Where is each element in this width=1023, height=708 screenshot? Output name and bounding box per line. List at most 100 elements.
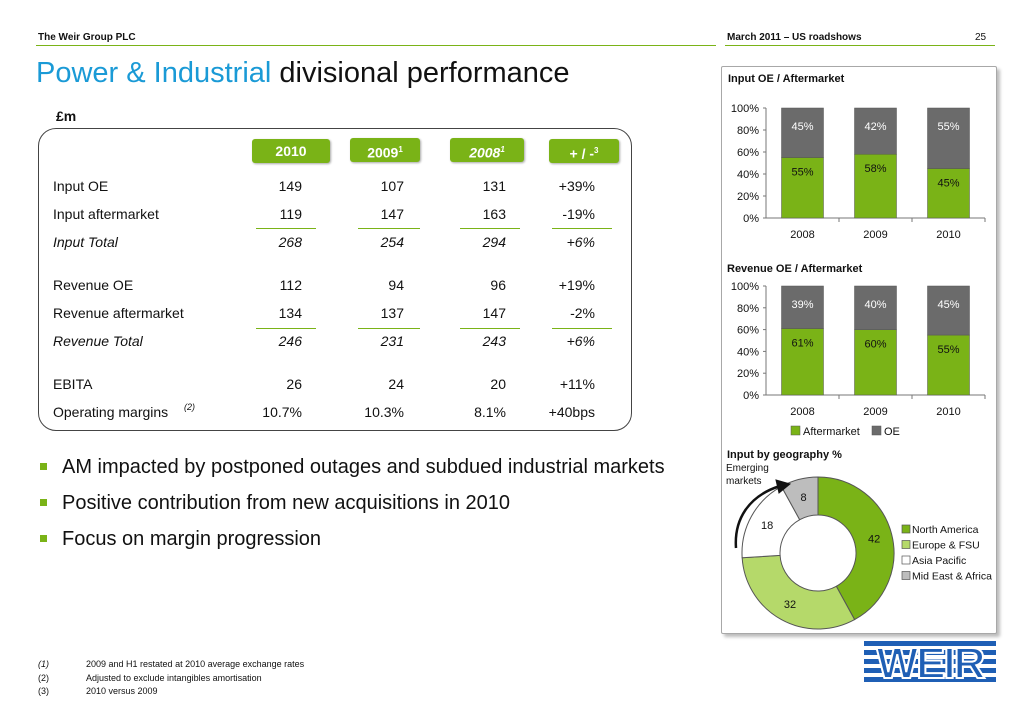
x-tick-label: 2009	[863, 406, 887, 418]
y-tick-label: 0%	[743, 213, 759, 225]
x-tick-label: 2008	[790, 406, 814, 418]
bullet-item: AM impacted by postponed outages and sub…	[40, 453, 710, 481]
y-tick-label: 100%	[731, 281, 759, 293]
value-change: -2%	[570, 305, 595, 321]
bar-data-label: 55%	[937, 344, 959, 356]
y-tick-label: 60%	[737, 147, 759, 159]
value-2009: 107	[380, 178, 404, 194]
legend-label: Europe & FSU	[912, 540, 980, 552]
row-label: Revenue OE	[53, 277, 134, 293]
chart-title-input: Input OE / Aftermarket	[728, 73, 845, 85]
bar-aftermarket	[854, 329, 897, 396]
chart-title-revenue: Revenue OE / Aftermarket	[727, 263, 863, 275]
value-change: +39%	[558, 178, 595, 194]
y-tick-label: 40%	[737, 169, 759, 181]
value-2008: 131	[482, 178, 506, 194]
company-name: The Weir Group PLC	[38, 32, 136, 43]
title-rest: divisional performance	[279, 57, 570, 89]
x-tick-label: 2008	[790, 229, 814, 241]
legend-label: North America	[912, 524, 979, 536]
bar-data-label: 42%	[864, 121, 886, 133]
weir-logo: WEIR	[864, 641, 996, 683]
legend-label-aftermarket: Aftermarket	[803, 426, 860, 438]
annotation-line-2: markets	[726, 476, 762, 487]
header-divider-left	[36, 45, 716, 46]
slide-title: Power & Industrial divisional performanc…	[36, 57, 570, 90]
donut-slice-europe-fsu	[741, 554, 856, 630]
bar-data-label: 39%	[791, 299, 813, 311]
subtotal-underline	[460, 228, 520, 229]
bar-oe	[854, 285, 897, 330]
column-header-2009: 20091	[350, 138, 420, 162]
value-2008: 147	[482, 305, 506, 321]
value-2008: 20	[490, 376, 506, 392]
value-2010: 26	[286, 376, 302, 392]
bullet-item: Focus on margin progression	[40, 525, 710, 553]
value-2010: 112	[279, 277, 302, 293]
bar-oe	[781, 285, 824, 329]
column-header-change: + / -3	[549, 139, 619, 163]
y-tick-label: 40%	[737, 346, 759, 358]
bar-aftermarket	[854, 153, 897, 219]
event-name: March 2011 – US roadshows	[727, 32, 862, 43]
legend-swatch	[901, 524, 911, 534]
bar-data-label: 61%	[791, 338, 813, 350]
row-label: Input OE	[53, 178, 109, 194]
subtotal-underline	[358, 228, 420, 229]
value-change: +19%	[558, 277, 595, 293]
footnote-2: (2) Adjusted to exclude intangibles amort…	[38, 673, 262, 683]
value-2009: 94	[388, 277, 404, 293]
value-2008: 96	[490, 277, 506, 293]
x-tick-label: 2010	[936, 229, 960, 241]
bar-oe	[927, 285, 970, 336]
annotation-line-1: Emerging	[726, 463, 769, 474]
column-header-2008: 20081	[450, 138, 524, 162]
subtotal-underline	[256, 328, 316, 329]
header-divider-right	[725, 45, 995, 46]
donut-data-label: 18	[761, 520, 773, 532]
value-2009: 231	[380, 333, 404, 349]
page-number: 25	[975, 32, 987, 43]
y-tick-label: 20%	[737, 191, 759, 203]
value-change: +40bps	[548, 404, 595, 420]
value-2009: 147	[380, 206, 404, 222]
footnote-3: (3) 2010 versus 2009	[38, 686, 158, 696]
legend-swatch	[901, 555, 911, 565]
bullet-item: Positive contribution from new acquisiti…	[40, 489, 710, 517]
subtotal-underline	[552, 228, 612, 229]
financials-table-frame	[38, 128, 632, 431]
footnote-1: (1) 2009 and H1 restated at 2010 average …	[38, 659, 305, 669]
bar-aftermarket	[781, 328, 824, 396]
value-2008: 163	[482, 206, 506, 222]
annotation-arrow-head	[775, 479, 792, 494]
row-label: EBITA	[53, 376, 93, 392]
donut-slice-mid-east-africa	[780, 476, 819, 521]
bar-oe	[781, 107, 824, 158]
value-2010: 246	[278, 333, 302, 349]
legend-label-oe: OE	[884, 426, 900, 438]
bar-data-label: 45%	[791, 121, 813, 133]
row-label: Revenue Total	[53, 333, 143, 349]
y-tick-label: 80%	[737, 303, 759, 315]
subtotal-underline	[358, 328, 420, 329]
row-label: Input Total	[53, 234, 118, 250]
bar-oe	[927, 107, 970, 169]
logo-text: WEIR	[877, 641, 985, 683]
legend-label: Mid East & Africa	[912, 571, 992, 583]
value-2009: 24	[388, 376, 404, 392]
legend-swatch	[901, 540, 911, 549]
row-label: Input aftermarket	[53, 206, 159, 222]
row-label: Revenue aftermarket	[53, 305, 184, 321]
donut-data-label: 8	[801, 492, 807, 504]
bar-data-label: 55%	[791, 167, 813, 179]
legend-swatch-aftermarket	[790, 425, 801, 436]
row-label-sup: (2)	[184, 402, 195, 412]
title-highlight: Power & Industrial	[36, 57, 272, 89]
value-2008: 8.1%	[474, 404, 506, 420]
bar-data-label: 58%	[864, 163, 886, 175]
legend-swatch-oe	[871, 425, 882, 436]
bar-oe	[854, 107, 897, 155]
bar-data-label: 55%	[937, 121, 959, 133]
value-2009: 254	[380, 234, 404, 250]
value-change: -19%	[562, 206, 595, 222]
